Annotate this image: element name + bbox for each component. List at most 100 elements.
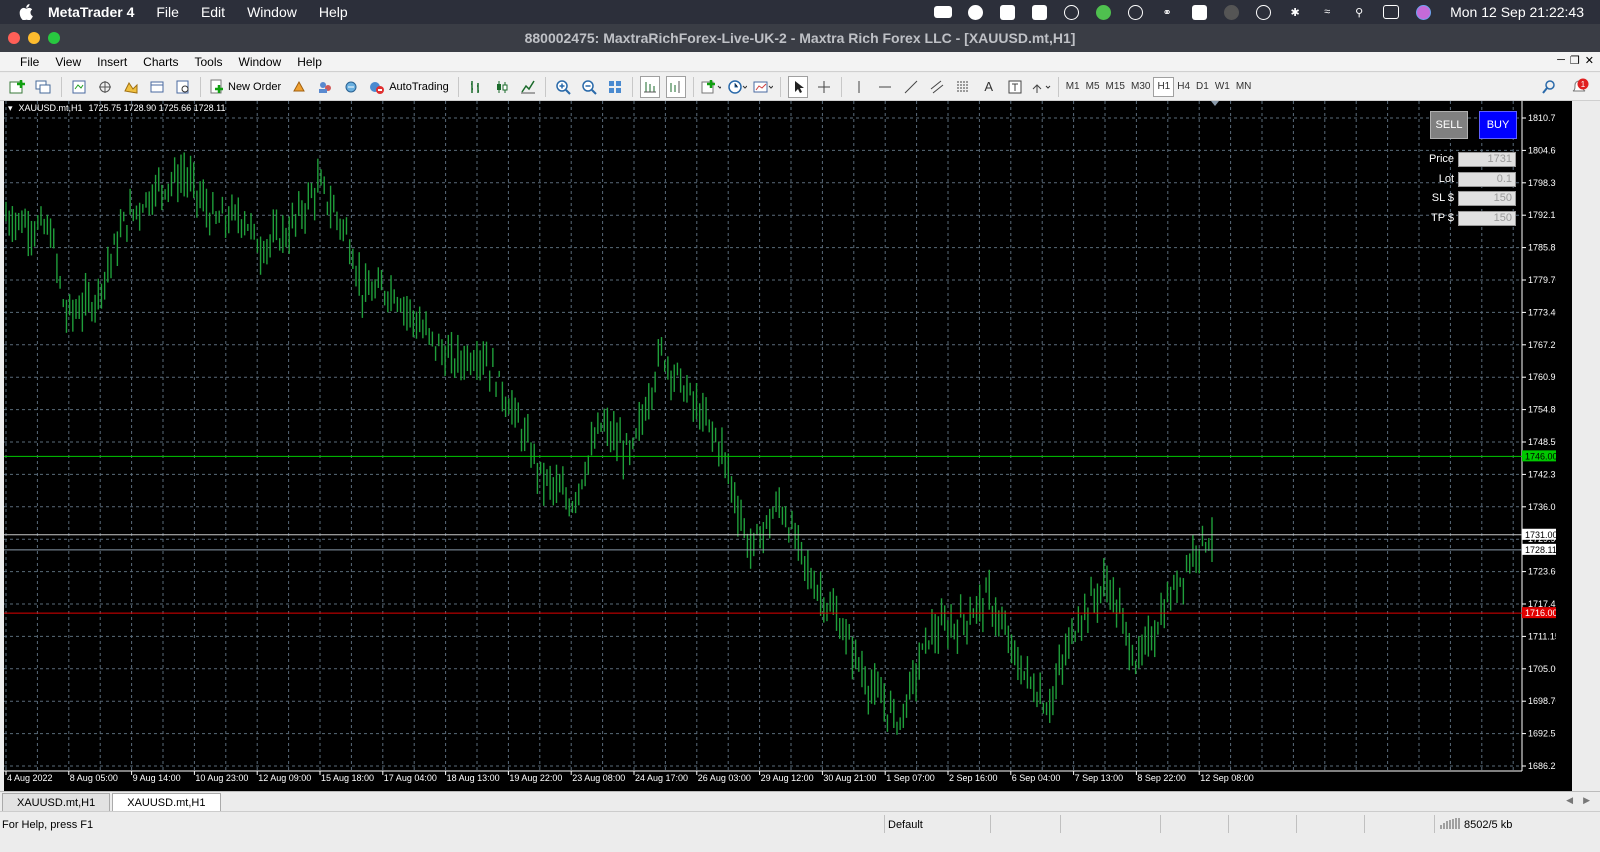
mac-menu-file[interactable]: File	[156, 4, 179, 20]
zoom-in-icon[interactable]	[553, 76, 573, 98]
autotrading-button[interactable]: AutoTrading	[367, 76, 451, 98]
timeframe-m5[interactable]: M5	[1085, 81, 1100, 92]
fibonacci-icon[interactable]	[953, 76, 973, 98]
control-center-icon[interactable]	[1380, 4, 1402, 20]
periods-icon[interactable]	[727, 76, 747, 98]
terminal-icon[interactable]	[147, 76, 167, 98]
chart-tab-active[interactable]: XAUUSD.mt,H1	[112, 793, 221, 811]
timeframe-m1[interactable]: M1	[1065, 81, 1080, 92]
vertical-line-icon[interactable]	[849, 76, 869, 98]
price-label: Price	[1428, 153, 1454, 165]
sell-button[interactable]: SELL	[1430, 111, 1468, 139]
timeframe-m15[interactable]: M15	[1105, 81, 1125, 92]
price-field-row: Price	[1424, 151, 1516, 167]
line-icon[interactable]	[1092, 4, 1114, 20]
crosshair-icon[interactable]	[814, 76, 834, 98]
arrows-icon[interactable]	[1031, 76, 1051, 98]
timeframe-m30[interactable]: M30	[1130, 81, 1151, 92]
toolbar-search-icon[interactable]	[1539, 76, 1559, 98]
dark-circle-icon[interactable]	[1220, 4, 1242, 20]
menu-charts[interactable]: Charts	[143, 54, 179, 69]
notifications-icon[interactable]: 1	[1569, 76, 1589, 98]
chart-shift-icon[interactable]	[665, 75, 686, 98]
text-icon[interactable]	[1188, 4, 1210, 20]
time-tick-label: 18 Aug 13:00	[447, 773, 500, 783]
apple-icon[interactable]	[18, 4, 34, 20]
minimize-window-button[interactable]	[28, 32, 40, 44]
trendline-icon[interactable]	[901, 76, 921, 98]
headphones-icon[interactable]: ⚭	[1162, 6, 1172, 19]
market-icon[interactable]	[341, 76, 361, 98]
signals-icon[interactable]	[289, 76, 309, 98]
lot-input[interactable]	[1458, 171, 1516, 187]
tp-input[interactable]	[1458, 210, 1516, 226]
strategy-tester-icon[interactable]	[173, 76, 193, 98]
chart-tab[interactable]: XAUUSD.mt,H1	[2, 793, 111, 811]
menu-window[interactable]: Window	[238, 54, 282, 69]
zoom-window-button[interactable]	[48, 32, 60, 44]
mac-menu-help[interactable]: Help	[318, 4, 348, 20]
indicators-icon[interactable]	[701, 76, 721, 98]
menu-help[interactable]: Help	[297, 54, 322, 69]
zoom-out-icon[interactable]	[579, 76, 599, 98]
sl-input[interactable]	[1458, 190, 1516, 206]
bar-chart-icon[interactable]	[466, 76, 486, 98]
templates-icon[interactable]	[753, 76, 773, 98]
data-window-icon[interactable]	[95, 76, 115, 98]
auto-scroll-icon[interactable]	[639, 75, 660, 98]
history-icon[interactable]	[1060, 4, 1082, 20]
profiles-icon[interactable]	[34, 76, 54, 98]
menu-view[interactable]: View	[55, 54, 82, 69]
buy-button[interactable]: BUY	[1479, 111, 1517, 139]
camera-icon[interactable]	[932, 4, 954, 20]
mdi-close-icon[interactable]: ✕	[1584, 55, 1594, 67]
new-chart-icon[interactable]	[8, 76, 28, 98]
tab-scroll-right-icon[interactable]: ▶	[1583, 795, 1590, 805]
timeframe-d1[interactable]: D1	[1196, 81, 1209, 92]
timeframe-mn[interactable]: MN	[1235, 81, 1252, 92]
market-watch-icon[interactable]	[69, 76, 89, 98]
horizontal-line-icon[interactable]	[875, 76, 895, 98]
price-tick-label: 1810.75	[1528, 113, 1556, 123]
user-icon[interactable]	[1252, 4, 1274, 20]
text-tool-icon[interactable]: A	[984, 79, 994, 94]
drive-icon[interactable]	[996, 4, 1018, 20]
new-order-button[interactable]: New Order	[208, 76, 283, 98]
menubar-clock[interactable]: Mon 12 Sep 21:22:43	[1450, 4, 1584, 20]
timeframe-h1[interactable]: H1	[1153, 76, 1175, 97]
mac-menu-window[interactable]: Window	[247, 4, 297, 20]
cursor-icon[interactable]	[787, 75, 808, 98]
chart-window[interactable]: 1810.75 1804.60 1798.30 1792.15 1785.85 1779.…	[4, 101, 1572, 791]
menu-tools[interactable]: Tools	[194, 54, 223, 69]
mdi-minimize-icon[interactable]: ─	[1557, 54, 1565, 66]
mac-menu-edit[interactable]: Edit	[200, 4, 226, 20]
notes-icon[interactable]	[1028, 4, 1050, 20]
line-chart-icon[interactable]	[518, 76, 538, 98]
candlestick-icon[interactable]	[492, 76, 512, 98]
menu-insert[interactable]: Insert	[97, 54, 128, 69]
bluetooth-icon[interactable]: ✱	[1290, 6, 1300, 19]
timeframe-w1[interactable]: W1	[1214, 81, 1230, 92]
wifi-off-icon[interactable]: ≈	[1324, 6, 1331, 18]
price-chart[interactable]: 1810.75 1804.60 1798.30 1792.15 1785.85 1779.…	[4, 101, 1556, 791]
menu-file[interactable]: File	[20, 54, 40, 69]
text-label-icon[interactable]	[1005, 76, 1025, 98]
navigator-icon[interactable]	[121, 76, 141, 98]
time-tick-label: 9 Aug 14:00	[133, 773, 181, 783]
price-input[interactable]	[1458, 151, 1516, 167]
timeframe-h4[interactable]: H4	[1177, 81, 1191, 92]
mac-app-name[interactable]: MetaTrader 4	[48, 4, 135, 20]
status-profile[interactable]: Default	[888, 819, 923, 831]
siri-icon[interactable]	[1412, 4, 1434, 20]
grammarly-icon[interactable]	[964, 4, 986, 20]
chart-collapse-icon[interactable]: ▾	[8, 103, 13, 113]
tile-windows-icon[interactable]	[605, 76, 625, 98]
equidistant-channel-icon[interactable]	[927, 76, 947, 98]
time-tick-label: 8 Sep 22:00	[1137, 773, 1186, 783]
search-icon[interactable]: ⚲	[1355, 6, 1364, 19]
mdi-restore-icon[interactable]: ❐	[1569, 55, 1580, 67]
play-icon[interactable]	[1124, 4, 1146, 20]
close-window-button[interactable]	[8, 32, 20, 44]
community-icon[interactable]	[315, 76, 335, 98]
tab-scroll-left-icon[interactable]: ◀	[1566, 795, 1574, 805]
